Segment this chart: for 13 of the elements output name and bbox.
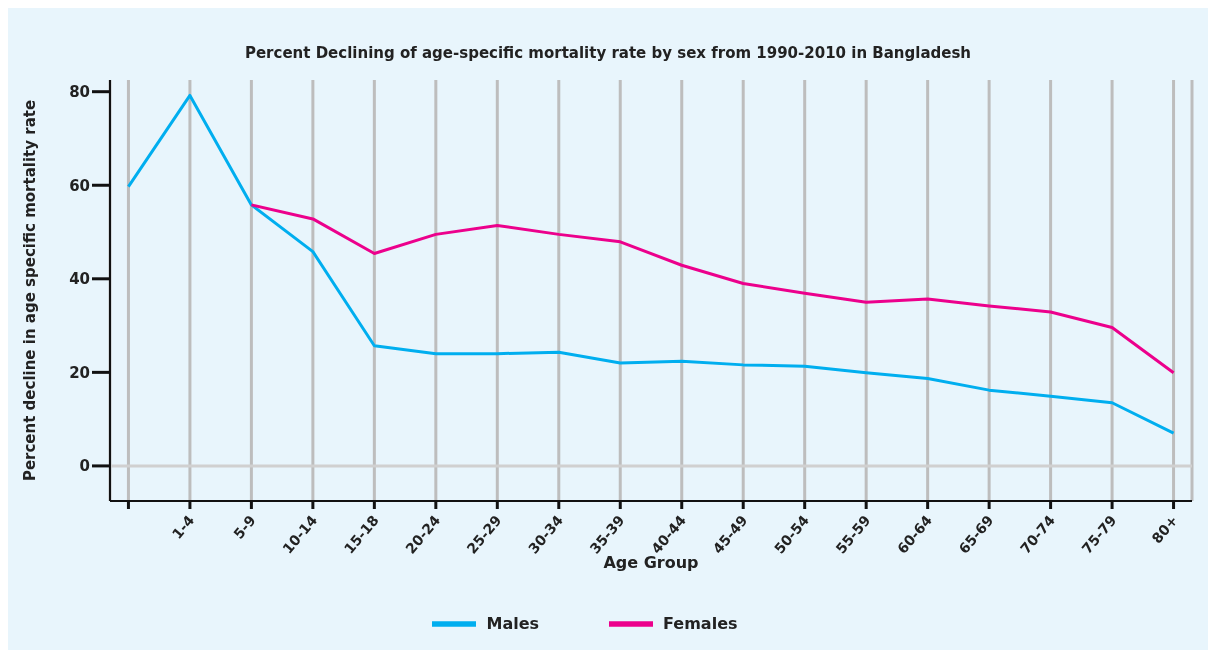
y-tick-label: 40: [69, 270, 90, 289]
x-axis-title: Age Group: [603, 553, 699, 572]
chart-title: Percent Declining of age-specific mortality rate by sex from 1990-2010 in Bangladesh: [243, 44, 973, 62]
y-tick-label: 0: [79, 457, 90, 476]
line-series: [126, 93, 1176, 435]
y-tick-label: 60: [69, 176, 90, 195]
y-tick-label: 20: [69, 363, 90, 382]
line-series: [249, 203, 1176, 375]
y-tick-label: 80: [69, 83, 90, 102]
legend-label: Males: [486, 613, 540, 633]
legend-label: Females: [663, 613, 738, 633]
y-axis-title: Percent decline in age specific mortality rate: [21, 99, 39, 482]
x-tick-label: 5-9: [230, 512, 259, 542]
